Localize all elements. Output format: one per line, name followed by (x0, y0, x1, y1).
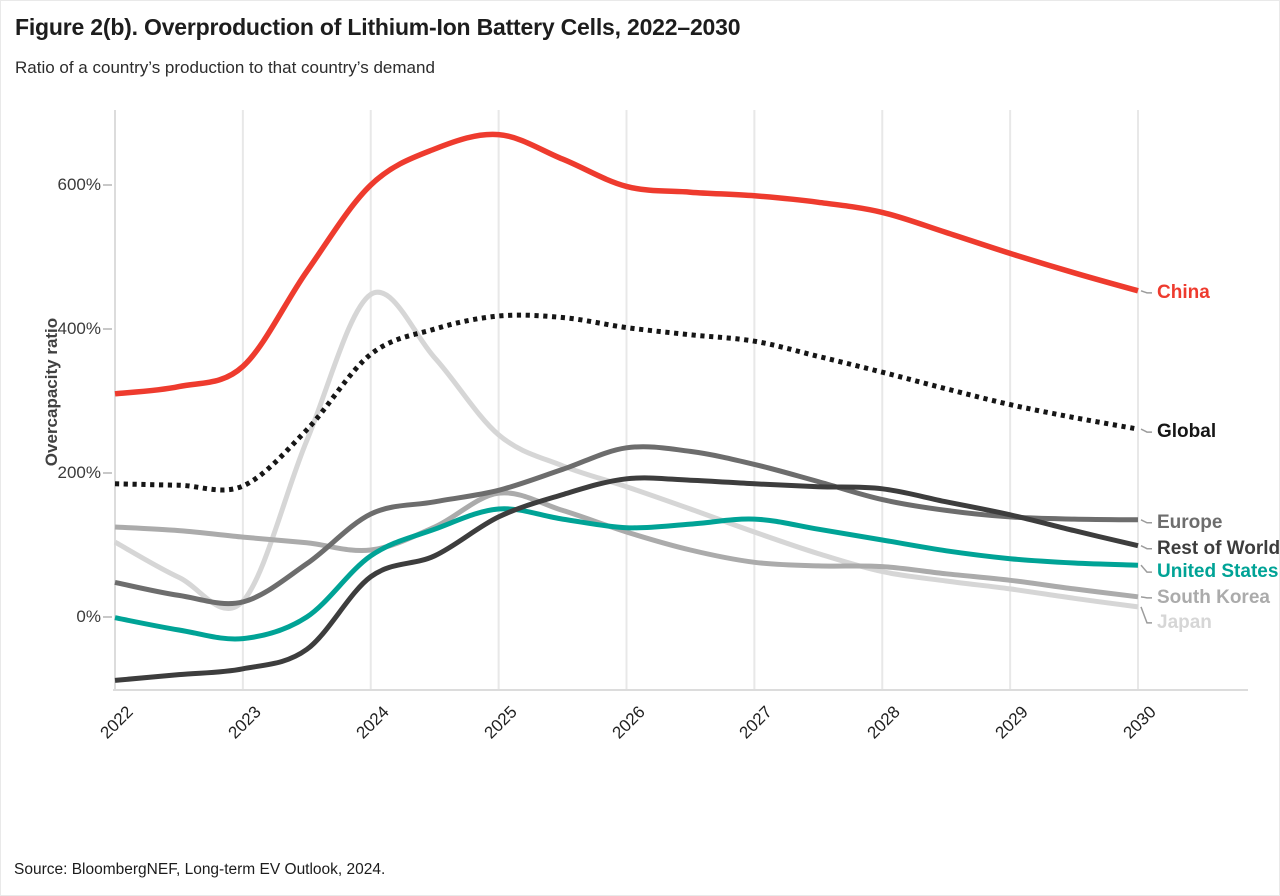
series-label-china: China (1157, 281, 1210, 303)
figure-title: Figure 2(b). Overproduction of Lithium-I… (15, 14, 741, 40)
series-line-europe (114, 444, 1139, 607)
series-line-rest-of-world (114, 475, 1139, 683)
series-label-global: Global (1157, 421, 1217, 443)
leader-line-south-korea (1140, 596, 1152, 599)
figure-subtitle: Ratio of a country’s production to that … (15, 58, 435, 77)
leader-line-rest-of-world (1140, 545, 1152, 550)
y-tick-label-200%: 200% (57, 463, 101, 482)
series-line-south-korea (114, 490, 1139, 600)
leader-line-united-states (1140, 564, 1152, 573)
series-line-japan (113, 289, 1139, 611)
series-label-rest-of-world: Rest of World (1157, 537, 1280, 559)
leader-line-europe (1140, 519, 1152, 524)
series-label-europe: Europe (1157, 511, 1223, 533)
series-label-south-korea: South Korea (1157, 586, 1270, 608)
series-line-united-states (114, 506, 1139, 642)
y-tick-label-0%: 0% (76, 607, 101, 626)
leader-line-china (1140, 290, 1152, 294)
source-note: Source: BloombergNEF, Long-term EV Outlo… (14, 861, 386, 878)
leader-line-japan (1140, 606, 1152, 624)
series-line-china (114, 131, 1139, 397)
series-label-united-states: United States (1157, 561, 1279, 583)
series-label-japan: Japan (1157, 611, 1212, 633)
leader-line-global (1140, 428, 1152, 433)
y-tick-label-600%: 600% (57, 175, 101, 194)
y-tick-label-400%: 400% (57, 319, 101, 338)
